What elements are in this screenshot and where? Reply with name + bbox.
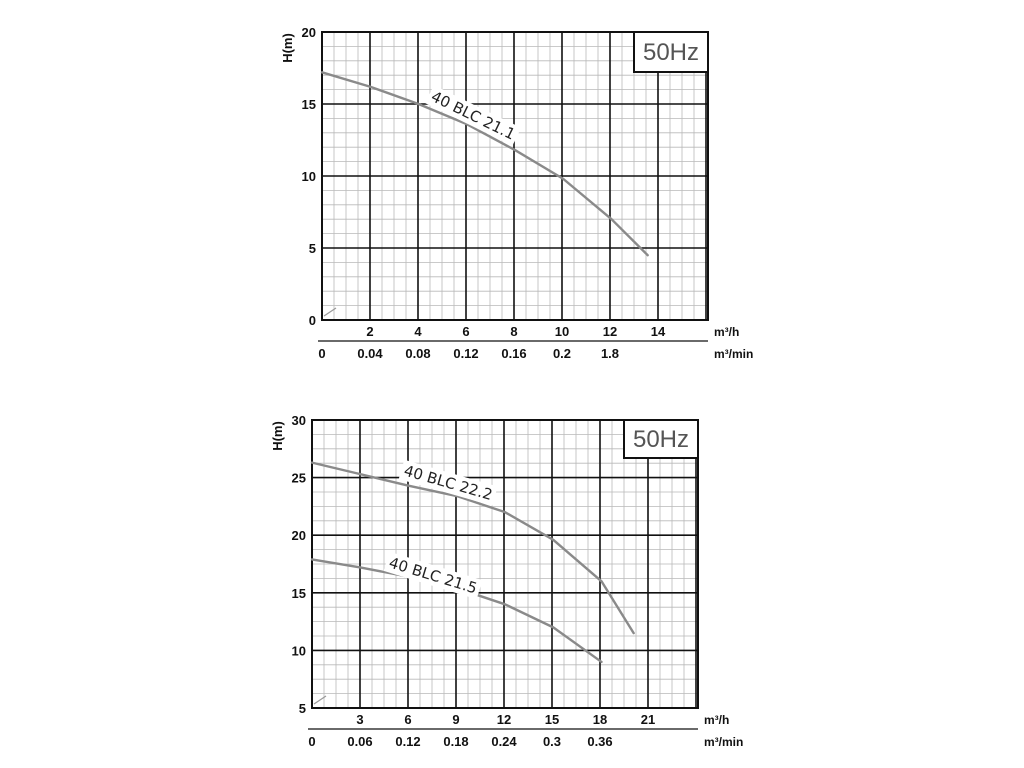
chart-1: 0 5 10 15 20 H(m) 2 4 6 8 10 12 14 m³/h 0 0.04 0.08 0.12 0… xyxy=(280,25,753,361)
x-tick-label-secondary: 0 xyxy=(318,346,325,361)
x-unit-secondary: m³/min xyxy=(714,347,753,361)
plot-frame xyxy=(321,31,709,321)
x-tick-label-primary: 2 xyxy=(366,324,373,339)
series-label-group: 40 BLC 22.2 xyxy=(398,459,498,506)
x-tick-label-secondary: 0.16 xyxy=(501,346,526,361)
x-unit-secondary: m³/min xyxy=(704,735,743,749)
x-tick-label-primary: 15 xyxy=(545,712,559,727)
x-tick-label-secondary: 0.12 xyxy=(453,346,478,361)
y-tick-label: 15 xyxy=(292,586,306,601)
x-tick-label-primary: 14 xyxy=(651,324,666,339)
y-tick-label: 30 xyxy=(292,413,306,428)
y-tick-label: 25 xyxy=(292,471,306,486)
y-tick-label: 15 xyxy=(302,97,316,112)
x-tick-label-primary: 9 xyxy=(452,712,459,727)
x-tick-label-secondary: 0.04 xyxy=(357,346,383,361)
x-tick-label-primary: 6 xyxy=(462,324,469,339)
x-tick-label-primary: 6 xyxy=(404,712,411,727)
series-curve xyxy=(320,71,649,257)
x-tick-label-secondary: 0 xyxy=(308,734,315,749)
x-tick-label-secondary: 0.2 xyxy=(553,346,571,361)
origin-mark xyxy=(323,307,337,317)
frequency-badge-label: 50Hz xyxy=(643,39,699,66)
frequency-badge xyxy=(623,419,699,459)
y-tick-label: 10 xyxy=(292,643,306,658)
series-label-background xyxy=(398,459,498,506)
frequency-badge-label: 50Hz xyxy=(633,426,689,453)
y-tick-label: 5 xyxy=(309,241,316,256)
x-tick-label-secondary: 1.8 xyxy=(601,346,619,361)
y-axis-title: H(m) xyxy=(270,421,285,451)
minor-grid xyxy=(312,420,698,708)
y-tick-label: 20 xyxy=(302,25,316,40)
x-tick-label-secondary: 0.06 xyxy=(347,734,372,749)
y-tick-label: 0 xyxy=(309,313,316,328)
x-tick-label-secondary: 0.24 xyxy=(491,734,517,749)
x-tick-label-secondary: 0.18 xyxy=(443,734,468,749)
frequency-badge xyxy=(633,31,709,73)
x-tick-label-secondary: 0.36 xyxy=(587,734,612,749)
x-tick-label-secondary: 0.08 xyxy=(405,346,430,361)
origin-mark xyxy=(313,695,327,705)
x-tick-label-primary: 12 xyxy=(603,324,617,339)
x-tick-label-primary: 21 xyxy=(641,712,655,727)
x-tick-label-primary: 8 xyxy=(510,324,517,339)
y-tick-label: 10 xyxy=(302,169,316,184)
x-tick-label-primary: 10 xyxy=(555,324,569,339)
series-label-background xyxy=(425,85,522,146)
series-curve xyxy=(310,461,635,635)
x-tick-label-primary: 18 xyxy=(593,712,607,727)
x-tick-label-secondary: 0.3 xyxy=(543,734,561,749)
major-grid xyxy=(322,32,708,320)
plot-frame xyxy=(311,419,699,709)
x-tick-label-primary: 3 xyxy=(356,712,363,727)
x-unit-primary: m³/h xyxy=(714,325,739,339)
x-tick-label-secondary: 0.12 xyxy=(395,734,420,749)
series-label: 40 BLC 22.2 xyxy=(402,462,495,504)
x-unit-primary: m³/h xyxy=(704,713,729,727)
chart-2: 5 10 15 20 25 30 H(m) 3 6 9 12 15 18 21 m³/h 0 0.06 0.12 0… xyxy=(270,413,743,749)
y-tick-label: 5 xyxy=(299,701,306,716)
y-tick-label: 20 xyxy=(292,528,306,543)
series-label-group: 40 BLC 21.1 xyxy=(425,85,522,146)
x-tick-label-primary: 4 xyxy=(414,324,422,339)
major-grid xyxy=(312,420,698,708)
x-tick-label-primary: 12 xyxy=(497,712,511,727)
series-label-background xyxy=(383,551,483,600)
y-axis-title: H(m) xyxy=(280,33,295,63)
